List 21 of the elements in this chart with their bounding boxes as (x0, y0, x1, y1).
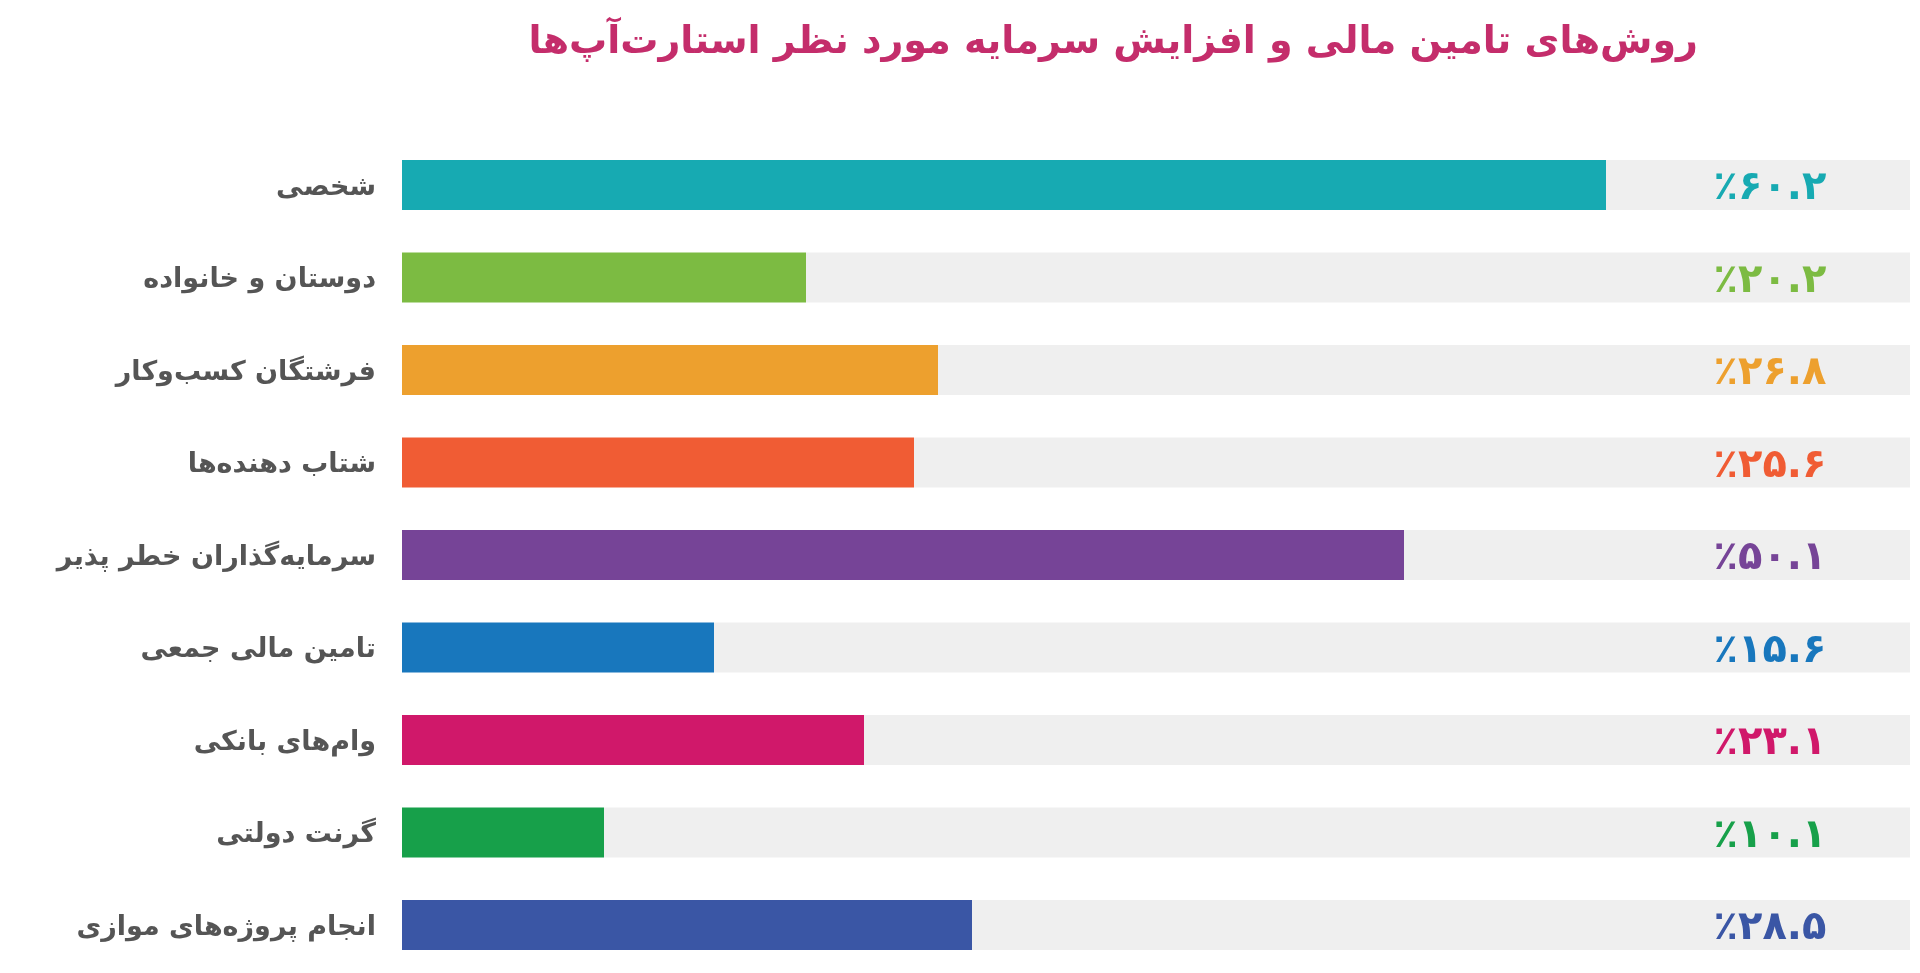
y-tick-label: شتاب دهنده‌ها (187, 447, 376, 479)
y-tick-label: سرمایه‌گذاران خطر پذیر (54, 539, 376, 572)
y-tick-label: انجام پروژه‌های موازی (76, 909, 376, 942)
y-tick-label: دوستان و خانواده (143, 262, 376, 295)
data-label: ٪۱۰.۱ (1713, 809, 1827, 856)
data-label: ٪۲۸.۵ (1713, 902, 1827, 949)
data-label: ٪۲۵.۶ (1713, 439, 1827, 486)
y-tick-label: وام‌های بانکی (193, 724, 376, 757)
chart-title: روش‌های تامین مالی و افزایش سرمایه مورد نظر استارت‌آپ‌ها (528, 16, 1698, 63)
data-label: ٪۲۶.۸ (1713, 347, 1827, 394)
data-label: ٪۲۳.۱ (1713, 717, 1827, 764)
y-tick-label: فرشتگان کسب‌وکار (113, 354, 376, 387)
y-tick-label: شخصی (276, 169, 376, 201)
data-label: ٪۶۰.۲ (1713, 162, 1827, 209)
bar (402, 622, 714, 673)
data-label: ٪۱۵.۶ (1713, 624, 1827, 671)
data-label: ٪۵۰.۱ (1713, 532, 1827, 579)
y-tick-label: تامین مالی جمعی (140, 632, 376, 665)
y-tick-label: گرنت دولتی (216, 817, 377, 850)
bar (402, 807, 604, 858)
data-label: ٪۲۰.۲ (1713, 254, 1827, 301)
